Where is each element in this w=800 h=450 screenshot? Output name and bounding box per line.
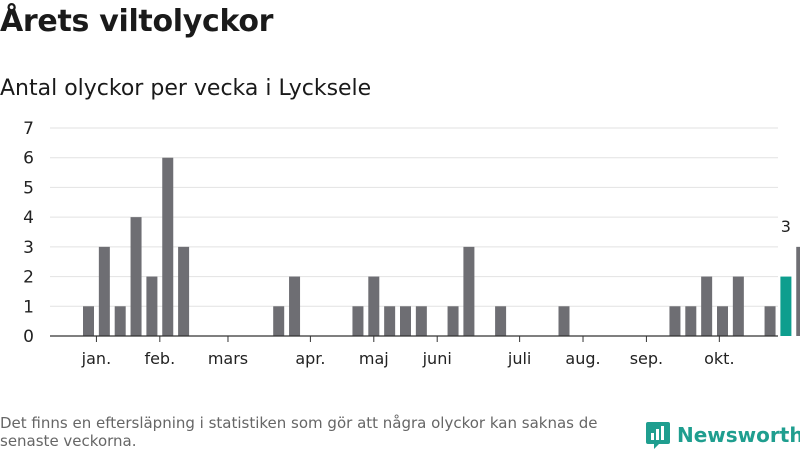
x-tick-label: mars: [208, 349, 248, 368]
bar: [400, 306, 411, 336]
bar: [162, 157, 174, 336]
y-tick-label: 6: [23, 149, 34, 169]
x-tick-label: feb.: [144, 349, 175, 368]
x-tick-label: juni: [422, 349, 452, 368]
bar: [463, 246, 475, 336]
bar: [717, 306, 728, 336]
newsworthy-logo-icon: [646, 422, 670, 449]
bar: [178, 246, 190, 336]
bar: [130, 217, 142, 336]
bar-highlight: [780, 276, 792, 336]
x-tick-label: aug.: [565, 349, 600, 368]
y-tick-label: 2: [23, 268, 34, 288]
bar: [289, 276, 301, 336]
bar: [368, 276, 380, 336]
bar: [146, 276, 158, 336]
chart-subtitle: Antal olyckor per vecka i Lycksele: [0, 76, 372, 101]
newsworthy-logo-text: Newsworthy: [677, 423, 800, 447]
y-tick-label: 0: [23, 327, 34, 347]
y-tick-label: 3: [23, 238, 34, 258]
x-tick-label: sep.: [630, 349, 663, 368]
x-tick-label: jan.: [81, 349, 111, 368]
bar: [415, 306, 427, 336]
bar: [384, 306, 396, 336]
footnote: Det finns en eftersläpning i statistiken…: [0, 414, 598, 450]
bar: [447, 306, 459, 336]
bar-chart: 0 1 2 3 4 5 6 7 jan. feb. mars apr. maj juni juli aug. s…: [23, 119, 800, 368]
bar: [796, 246, 800, 336]
bar: [83, 306, 94, 336]
bar: [273, 306, 285, 336]
data-label: 3: [781, 217, 791, 236]
newsworthy-logo: Newsworthy: [645, 420, 800, 450]
bar: [352, 306, 364, 336]
x-tick-label: okt.: [704, 349, 734, 368]
bar: [685, 306, 697, 336]
y-tick-label: 5: [23, 178, 34, 198]
bar: [701, 276, 713, 336]
y-tick-label: 1: [23, 297, 34, 317]
x-tick-label: maj: [359, 349, 389, 368]
bar: [764, 306, 776, 336]
bar: [495, 306, 507, 336]
chart-title: Årets viltolyckor: [0, 4, 274, 39]
x-tick-label: apr.: [295, 349, 325, 368]
y-tick-label: 4: [23, 208, 34, 228]
y-tick-label: 7: [23, 119, 34, 139]
x-tick-label: juli: [507, 349, 531, 368]
bar: [98, 246, 110, 336]
bar: [669, 306, 681, 336]
bar: [558, 306, 570, 336]
bar: [114, 306, 126, 336]
bar: [732, 276, 744, 336]
